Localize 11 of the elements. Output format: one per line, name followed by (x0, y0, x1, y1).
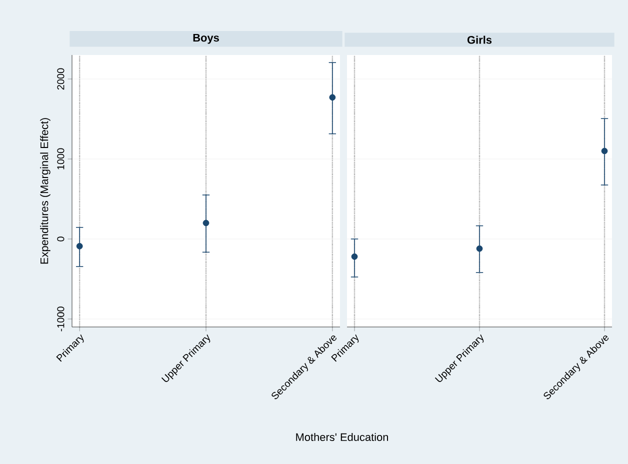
point (76, 242, 83, 250)
point (329, 94, 336, 101)
point (202, 220, 210, 226)
y-tick-label: 1000 (57, 148, 64, 170)
y-tick-label: -1000 (57, 306, 64, 332)
y-axis-title: Expenditures (Marginal Effect) (40, 118, 50, 264)
y-tick-label: 0 (57, 236, 64, 242)
x-axis-title: Mothers' Education (296, 432, 388, 442)
chart-title: Girls (467, 36, 492, 44)
y-tick-label: 2000 (57, 68, 64, 90)
chart-title: Boys (193, 34, 219, 44)
